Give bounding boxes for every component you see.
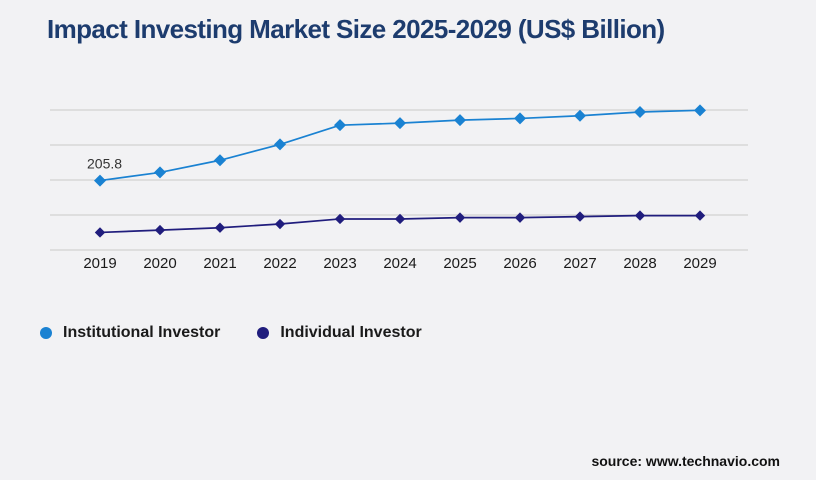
line-chart-canvas: 2019 2020 2021 2022 2023 2024 2025 2026 2027 2028… bbox=[50, 104, 748, 272]
institutional-marker-2023 bbox=[334, 119, 346, 132]
individual-legend-dot bbox=[257, 327, 270, 339]
individual-marker-2028 bbox=[634, 210, 646, 221]
institutional-marker-2024 bbox=[394, 117, 406, 130]
institutional-marker-2028 bbox=[634, 106, 646, 119]
legend-label-institutional: Institutional Investor bbox=[63, 324, 221, 341]
x-tick-label-2027: 2027 bbox=[563, 255, 596, 272]
individual-marker-2023 bbox=[334, 213, 346, 225]
chart-title: Impact Investing Market Size 2025-2029 (… bbox=[47, 14, 665, 44]
x-tick-label-2021: 2021 bbox=[203, 255, 236, 272]
institutional-marker-2026 bbox=[514, 112, 526, 125]
legend-item-individual: Individual Investor bbox=[257, 324, 422, 342]
individual-marker-2024 bbox=[394, 213, 406, 225]
data-label-2019: 205.8 bbox=[87, 156, 122, 172]
institutional-marker-2021 bbox=[214, 154, 226, 167]
x-tick-label-2026: 2026 bbox=[503, 255, 536, 272]
chart-legend: Institutional Investor Individual Invest… bbox=[40, 324, 422, 342]
institutional-marker-2027 bbox=[574, 109, 586, 122]
x-tick-label-2029: 2029 bbox=[683, 255, 716, 272]
individual-marker-2021 bbox=[214, 222, 226, 233]
individual-marker-2025 bbox=[454, 212, 466, 223]
individual-marker-2026 bbox=[514, 212, 526, 223]
x-tick-label-2019: 2019 bbox=[83, 255, 116, 272]
x-tick-label-2028: 2028 bbox=[623, 255, 656, 272]
legend-label-individual: Individual Investor bbox=[280, 324, 422, 341]
x-tick-label-2020: 2020 bbox=[143, 255, 176, 272]
institutional-marker-2029 bbox=[694, 104, 706, 117]
x-tick-label-2022: 2022 bbox=[263, 255, 296, 272]
legend-item-institutional: Institutional Investor bbox=[40, 324, 220, 342]
institutional-marker-2020 bbox=[154, 166, 166, 179]
individual-marker-2029 bbox=[694, 210, 706, 221]
individual-marker-2020 bbox=[154, 224, 166, 236]
x-tick-label-2023: 2023 bbox=[323, 255, 356, 272]
institutional-marker-2019 bbox=[94, 174, 106, 187]
institutional-marker-2025 bbox=[454, 114, 466, 127]
institutional-marker-2022 bbox=[274, 138, 286, 151]
source-attribution: source: www.technavio.com bbox=[591, 453, 780, 469]
institutional-legend-dot bbox=[40, 327, 52, 339]
x-tick-label-2025: 2025 bbox=[443, 255, 476, 272]
individual-marker-2019 bbox=[94, 227, 106, 238]
individual-marker-2027 bbox=[574, 211, 586, 222]
individual-marker-2022 bbox=[274, 218, 286, 230]
x-tick-label-2024: 2024 bbox=[383, 255, 416, 272]
